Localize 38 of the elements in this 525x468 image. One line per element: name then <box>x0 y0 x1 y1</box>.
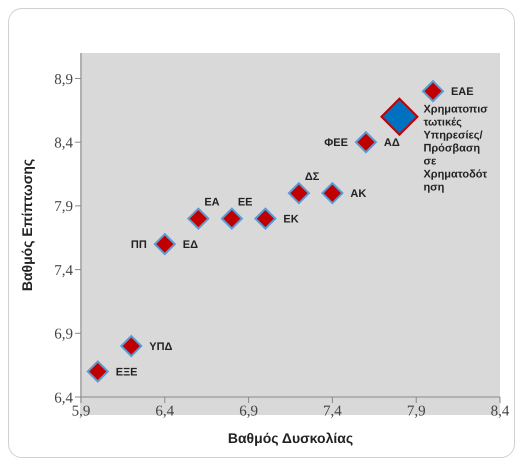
annotation: ΕΑ <box>204 196 220 209</box>
x-tick-label: 8,4 <box>490 404 510 420</box>
annotation: ΕΑΕ <box>450 86 474 98</box>
point <box>120 335 142 358</box>
y-axis-title: Βαθμός Επίπτωσης <box>18 158 35 292</box>
point <box>422 80 444 102</box>
x-axis-title: Βαθμός Δυσκολίας <box>228 430 354 446</box>
point <box>321 182 344 204</box>
annotation: ΠΠ <box>130 239 147 252</box>
annotation: ΑΔ <box>384 137 400 150</box>
x-tick-label: 7,4 <box>323 404 342 420</box>
point <box>187 208 210 230</box>
x-tick-label: 6,4 <box>155 404 175 420</box>
point <box>154 233 176 256</box>
annotation: ΑΚ <box>350 188 366 200</box>
y-tick-label: 6,4 <box>54 390 74 406</box>
point <box>354 131 377 154</box>
point <box>220 208 243 230</box>
point <box>288 182 310 204</box>
y-tick-label: 7,4 <box>54 262 74 279</box>
y-tick-label: 8,4 <box>54 136 74 152</box>
annotation: ΕΚ <box>283 214 299 226</box>
y-tick-label: 7,9 <box>54 199 73 216</box>
annotation: ΕΔ <box>182 239 198 252</box>
annotation: ΕΞΕ <box>116 366 138 379</box>
point <box>86 360 109 383</box>
y-tick-label: 8,9 <box>54 72 73 88</box>
point <box>380 98 418 136</box>
annotation: ΦΕΕ <box>324 137 348 150</box>
annotation: ΥΠΔ <box>149 341 173 354</box>
annotation: ΕΕ <box>238 196 253 209</box>
x-tick-label: 6,9 <box>239 404 258 420</box>
point <box>254 208 276 230</box>
y-tick-label: 6,9 <box>54 326 73 343</box>
x-tick-label: 5,9 <box>72 404 90 420</box>
annotation: Χρηματοπιστωτικές Υπηρεσίες/Πρόσβαση σε Χρηματοδότηση <box>423 104 488 194</box>
x-tick-label: 7,9 <box>406 404 426 420</box>
annotation: ΔΣ <box>304 171 320 184</box>
